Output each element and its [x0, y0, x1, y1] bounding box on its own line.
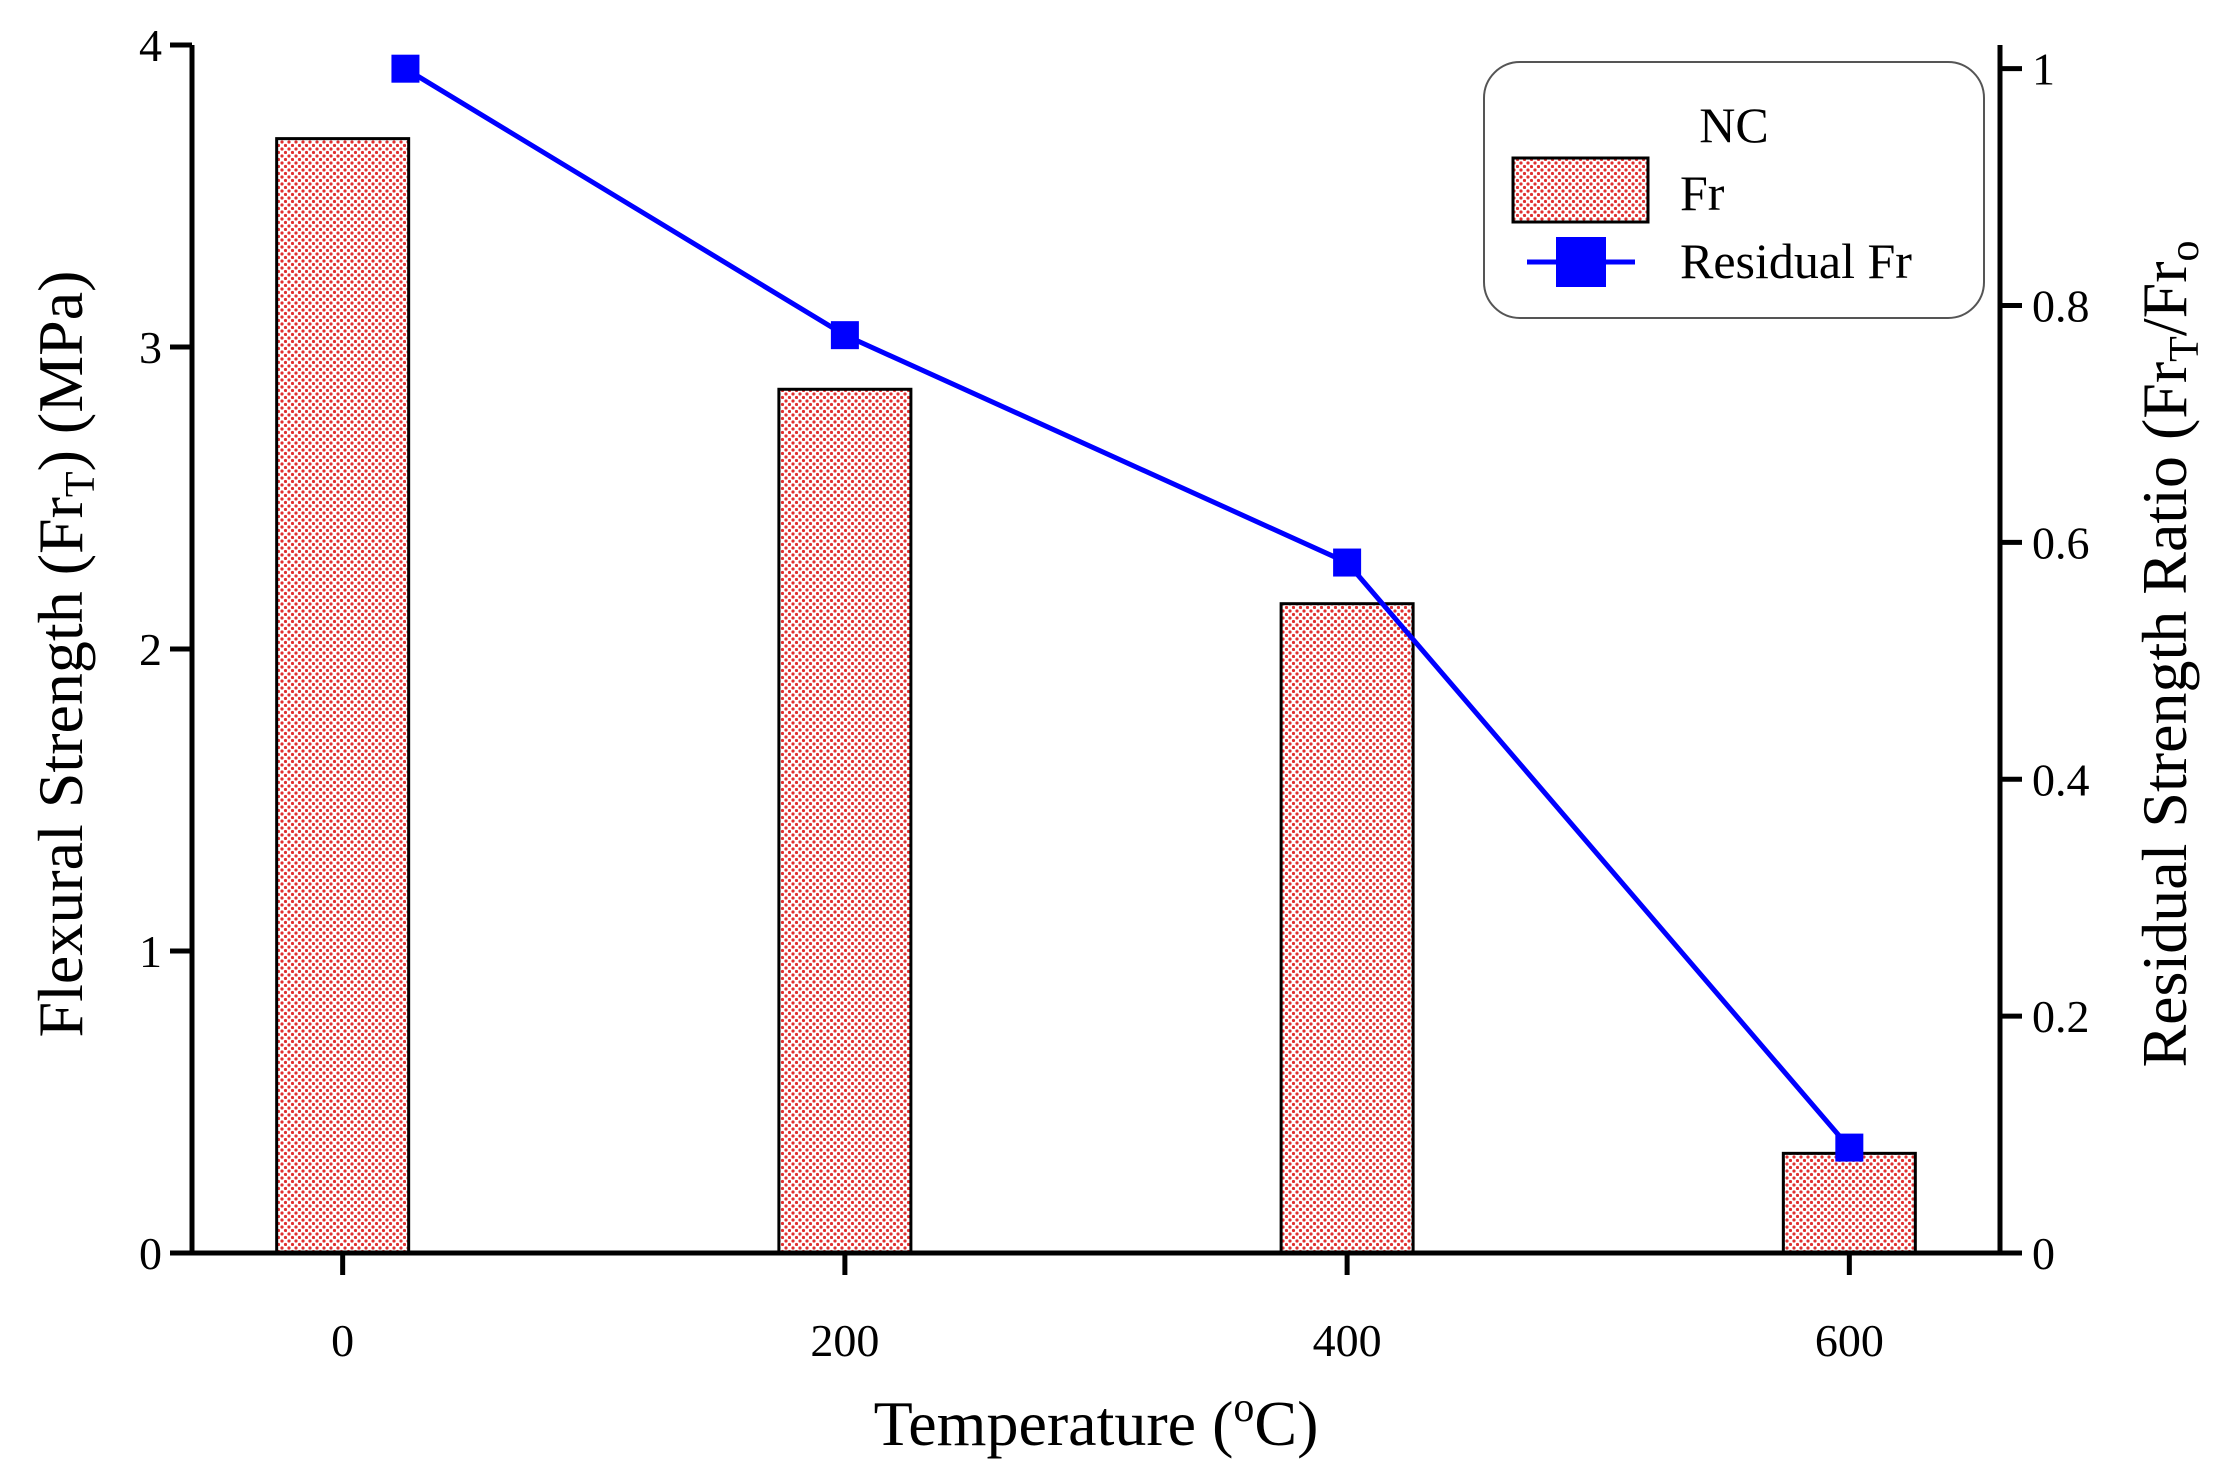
residual-fr-line — [404, 66, 1852, 1150]
left-axis-title-tail: ) (MPa) — [25, 271, 96, 472]
right-tick-label-1: 1 — [2032, 44, 2055, 95]
x-tick-label-0: 0 — [331, 1315, 354, 1366]
left-tick-label-2: 2 — [139, 624, 162, 675]
right-axis-ticks: 0 0.2 0.4 0.6 0.8 1 — [2000, 44, 2090, 1279]
bar-fr-0 — [275, 137, 411, 1255]
left-axis-title: Flexural Strength (FrT) (MPa) — [25, 271, 104, 1038]
right-axis-title-sub1: T — [2162, 336, 2208, 362]
x-axis-title-main: Temperature ( — [874, 1388, 1234, 1459]
right-tick-label-0.2: 0.2 — [2032, 991, 2090, 1042]
x-tick-label-600: 600 — [1815, 1315, 1884, 1366]
right-tick-label-0.4: 0.4 — [2032, 754, 2090, 805]
right-axis-title-mid: /Fr — [2129, 261, 2200, 336]
line-series-residual-fr — [391, 54, 1864, 1162]
right-axis-title-main: Residual Strength Ratio (Fr — [2129, 362, 2200, 1068]
legend-title: NC — [1699, 97, 1768, 153]
legend-box — [1483, 61, 1985, 319]
x-tick-label-400: 400 — [1313, 1315, 1382, 1366]
right-axis-title: Residual Strength Ratio (FrT/Fro — [2129, 240, 2208, 1067]
legend: NC Fr Residual Fr — [1483, 61, 1985, 319]
left-axis-ticks: 0 1 2 3 4 — [139, 20, 192, 1279]
legend-marker-swatch — [1556, 237, 1606, 287]
residual-fr-marker-400 — [1333, 548, 1362, 577]
left-axis-title-sub: T — [58, 471, 104, 497]
left-tick-label-4: 4 — [139, 20, 162, 71]
bar-fr-400 — [1279, 602, 1415, 1255]
x-axis-title-sup: o — [1233, 1385, 1254, 1431]
residual-fr-marker-200 — [830, 321, 859, 350]
residual-fr-marker-25 — [391, 54, 420, 83]
legend-bar-swatch — [1511, 156, 1650, 224]
left-tick-label-1: 1 — [139, 926, 162, 977]
x-axis-title: Temperature (oC) — [874, 1385, 1319, 1459]
x-tick-label-200: 200 — [810, 1315, 879, 1366]
residual-fr-marker-600 — [1835, 1133, 1864, 1162]
bar-fr-600 — [1781, 1151, 1917, 1255]
bar-series-fr — [275, 137, 1917, 1255]
bar-fr-200 — [777, 387, 913, 1255]
legend-label-fr: Fr — [1680, 165, 1725, 221]
right-tick-label-0.6: 0.6 — [2032, 517, 2090, 568]
legend-label-residual-fr: Residual Fr — [1680, 233, 1912, 289]
left-tick-label-0: 0 — [139, 1228, 162, 1279]
x-axis-ticks: 0 200 400 600 — [331, 1253, 1884, 1366]
right-axis-title-sub2: o — [2162, 240, 2208, 261]
right-tick-label-0: 0 — [2032, 1228, 2055, 1279]
left-axis-title-main: Flexural Strength (Fr — [25, 497, 96, 1037]
x-axis-title-tail: C) — [1254, 1388, 1318, 1459]
left-tick-label-3: 3 — [139, 322, 162, 373]
right-tick-label-0.8: 0.8 — [2032, 281, 2090, 332]
